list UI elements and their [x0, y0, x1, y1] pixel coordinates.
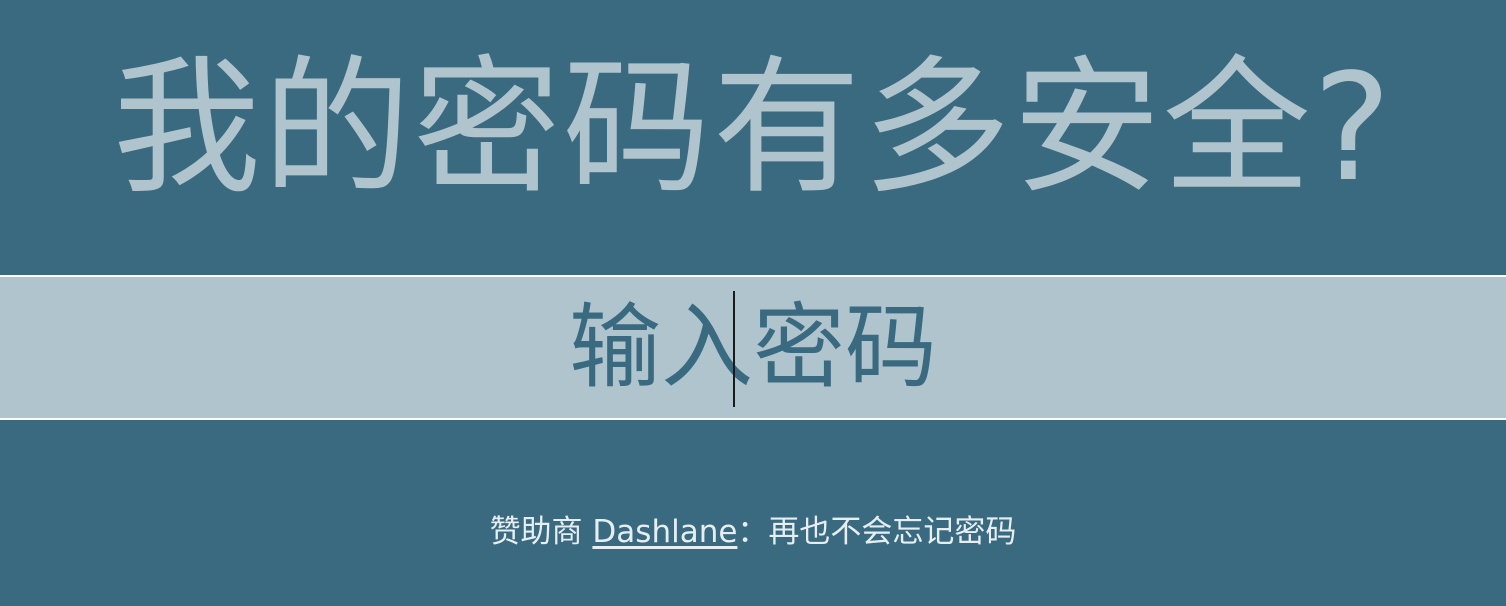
page-title: 我的密码有多安全? — [112, 42, 1394, 214]
sponsor-line: 赞助商 Dashlane：再也不会忘记密码 — [0, 510, 1506, 554]
sponsor-link[interactable]: Dashlane — [592, 514, 738, 550]
password-input-band — [0, 275, 1506, 420]
password-input[interactable] — [0, 277, 1506, 418]
sponsor-suffix: ：再也不会忘记密码 — [737, 514, 1017, 550]
sponsor-prefix: 赞助商 — [489, 514, 593, 550]
